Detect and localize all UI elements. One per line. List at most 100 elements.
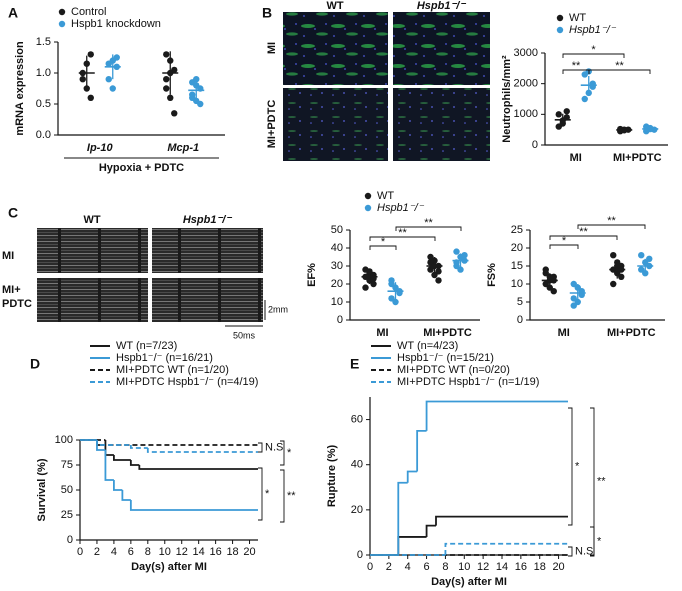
row-label: PDTC (2, 298, 32, 310)
x-tick-label: 12 (176, 546, 188, 558)
x-tick-label: 6 (424, 561, 430, 573)
image (283, 88, 388, 161)
x-tick-label: 20 (243, 546, 255, 558)
x-tick-label: 18 (226, 546, 238, 558)
scale-label: 2mm (268, 304, 288, 314)
dot (163, 51, 170, 58)
significance-bracket (549, 244, 579, 249)
row-label: MI+PDTC (266, 100, 278, 149)
significance-label: ** (579, 226, 588, 238)
step-line (435, 515, 568, 526)
y-tick-label: 20 (351, 504, 363, 516)
dot (461, 252, 468, 259)
x-tick-label: 16 (209, 546, 221, 558)
significance-bracket (588, 69, 651, 74)
significance-label: * (265, 488, 270, 500)
x-tick-label: 6 (128, 546, 134, 558)
panel-letter: C (8, 205, 18, 221)
x-tick-label: 10 (458, 561, 470, 573)
y-tick-label: 10 (511, 278, 523, 290)
y-tick-label: 10 (331, 296, 343, 308)
legend-marker (364, 192, 372, 200)
step-line (146, 448, 258, 453)
x-axis-label: Day(s) after MI (431, 576, 507, 588)
y-tick-label: 5 (517, 296, 523, 308)
y-tick-label: 1000 (514, 108, 538, 120)
y-tick-label: 0.0 (36, 129, 51, 141)
step-line (104, 440, 258, 446)
dot (193, 76, 200, 83)
legend-label: MI+PDTC Hspb1⁻/⁻ (n=4/19) (116, 376, 258, 388)
significance-label: ** (287, 490, 296, 502)
significance-bracket (577, 224, 646, 229)
step-line (121, 490, 131, 501)
y-axis-label: EF% (306, 263, 318, 287)
legend-label: Hspb1⁻/⁻ (n=16/21) (116, 352, 213, 364)
y-axis-label: FS% (486, 263, 498, 287)
y-axis-label: Neutrophils/mm² (501, 55, 513, 143)
significance-bracket (568, 407, 573, 526)
y-tick-label: 0 (67, 534, 73, 546)
column-label: Hspb1⁻/⁻ (183, 214, 232, 226)
step-line (129, 460, 140, 466)
dot (163, 76, 170, 83)
dot (388, 280, 395, 288)
significance-label: N.S (575, 545, 593, 557)
significance-label: * (597, 535, 602, 547)
panel-letter: E (350, 356, 359, 372)
step-line (444, 542, 568, 555)
legend-label: MI+PDTC WT (n=1/20) (116, 364, 229, 376)
y-tick-label: 0 (517, 314, 523, 326)
x-tick-label: MI (558, 327, 570, 339)
significance-label: * (287, 447, 292, 459)
significance-label: * (381, 236, 386, 248)
x-tick-label: 20 (552, 561, 564, 573)
dot (457, 266, 464, 273)
dot (453, 248, 460, 255)
y-axis-label: Rupture (%) (326, 445, 338, 508)
panel-letter: B (262, 5, 272, 21)
legend-marker (364, 204, 372, 212)
significance-bracket (562, 53, 625, 58)
significance-bracket (590, 407, 595, 556)
legend-label: WT (n=4/23) (397, 340, 458, 352)
significance-bracket (395, 226, 462, 231)
x-tick-label: Ip-10 (87, 142, 114, 154)
row-label: MI (2, 250, 14, 262)
dot (563, 108, 570, 115)
significance-label: ** (572, 60, 581, 72)
x-tick-label: 0 (367, 561, 373, 573)
x-tick-label: 0 (77, 546, 83, 558)
image (393, 88, 490, 161)
y-tick-label: 40 (351, 459, 363, 471)
x-tick-label: 8 (442, 561, 448, 573)
dot (171, 110, 178, 117)
image (283, 12, 388, 85)
y-axis-label: Survival (%) (36, 458, 48, 521)
x-tick-label: 12 (477, 561, 489, 573)
step-line (113, 480, 123, 491)
x-tick-label: 4 (111, 546, 117, 558)
step-line (416, 429, 427, 472)
panel-letter: D (30, 356, 40, 372)
y-tick-label: 20 (511, 242, 523, 254)
y-tick-label: 60 (351, 413, 363, 425)
step-line (113, 455, 131, 461)
dot (109, 85, 116, 92)
image (37, 228, 148, 273)
axis-line (369, 397, 568, 556)
legend-label: Hspb1 knockdown (71, 18, 161, 30)
dot (550, 273, 557, 280)
legend-label: Control (71, 6, 106, 18)
panel-letter: A (8, 5, 18, 21)
dot (163, 85, 170, 92)
legend-marker (58, 20, 66, 28)
dot (555, 111, 562, 118)
image (152, 278, 263, 322)
legend-label: WT (569, 12, 586, 24)
y-tick-label: 2000 (514, 78, 538, 90)
significance-bracket (280, 440, 285, 466)
x-tick-label: MI+PDTC (607, 327, 656, 339)
step-line (104, 445, 114, 456)
